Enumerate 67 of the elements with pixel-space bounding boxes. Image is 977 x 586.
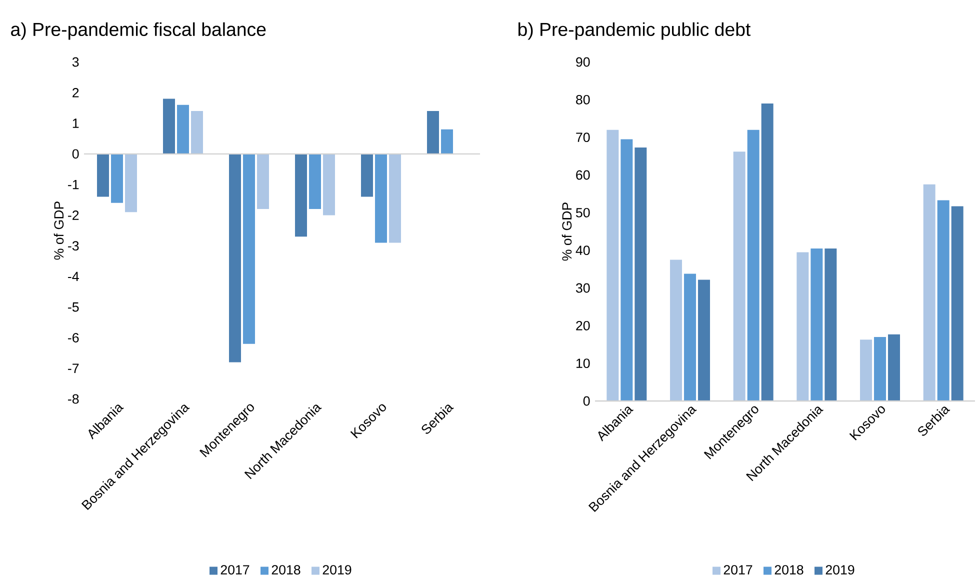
bar [874,336,886,401]
legend-label: 2019 [826,565,854,575]
bar [888,334,900,401]
legend-label: 2017 [220,565,250,575]
legend-label: 2018 [272,565,300,575]
bar [824,248,837,401]
y-tick-label: 60 [576,170,590,180]
y-tick-label: 0 [72,149,79,159]
y-tick-label: 20 [576,320,590,330]
y-tick-label: 10 [576,358,590,368]
y-axis-title: % of GDP [54,202,64,260]
y-tick-label: -6 [68,333,79,342]
bar [163,98,175,154]
bar [937,200,950,401]
chart-title: b) Pre-pandemic public debt [518,22,751,40]
bar [125,154,138,212]
bar [923,184,936,401]
bar [375,154,387,243]
bar [441,129,453,154]
bar [733,152,746,401]
y-tick-label: 40 [576,246,590,256]
bar [747,130,760,401]
y-axis-title: % of GDP [562,202,572,261]
bar [191,111,203,154]
y-tick-label: 70 [576,132,590,142]
y-tick-label: 50 [576,208,590,218]
chart-title: a) Pre-pandemic fiscal balance [11,22,266,40]
legend-label: 2019 [322,565,352,575]
y-tick-label: 0 [583,396,590,406]
bar [427,111,439,154]
bar [309,154,322,210]
bar [229,154,241,362]
bar [698,280,710,401]
bar [257,154,269,210]
bar [389,154,401,243]
bar [684,274,696,401]
bar [295,154,308,237]
bar [860,340,872,401]
y-tick-label: -3 [68,241,79,251]
bar [177,104,189,154]
y-tick-label: -2 [68,210,79,220]
y-tick-label: -8 [68,394,79,404]
bar [361,154,373,197]
y-tick-label: 1 [72,118,79,128]
bar [620,139,633,401]
bar [97,154,110,197]
y-tick-label: 2 [72,88,79,98]
y-tick-label: 3 [72,57,79,67]
legend-label: 2018 [774,565,804,575]
bar [634,148,647,401]
y-tick-label: 90 [576,57,590,67]
bar [796,252,809,401]
bar [670,260,682,401]
bar [606,130,619,401]
bar [761,103,774,401]
bar [243,154,255,344]
bar [810,248,823,401]
bar [111,154,124,203]
legend-label: 2017 [724,565,752,575]
y-tick-label: -1 [68,180,79,190]
bar [323,154,336,216]
y-tick-label: -4 [68,272,79,282]
y-tick-label: -7 [68,364,79,373]
y-tick-label: 80 [576,94,590,104]
y-tick-label: 30 [576,283,590,293]
bar [951,206,964,401]
y-tick-label: -5 [68,302,79,312]
